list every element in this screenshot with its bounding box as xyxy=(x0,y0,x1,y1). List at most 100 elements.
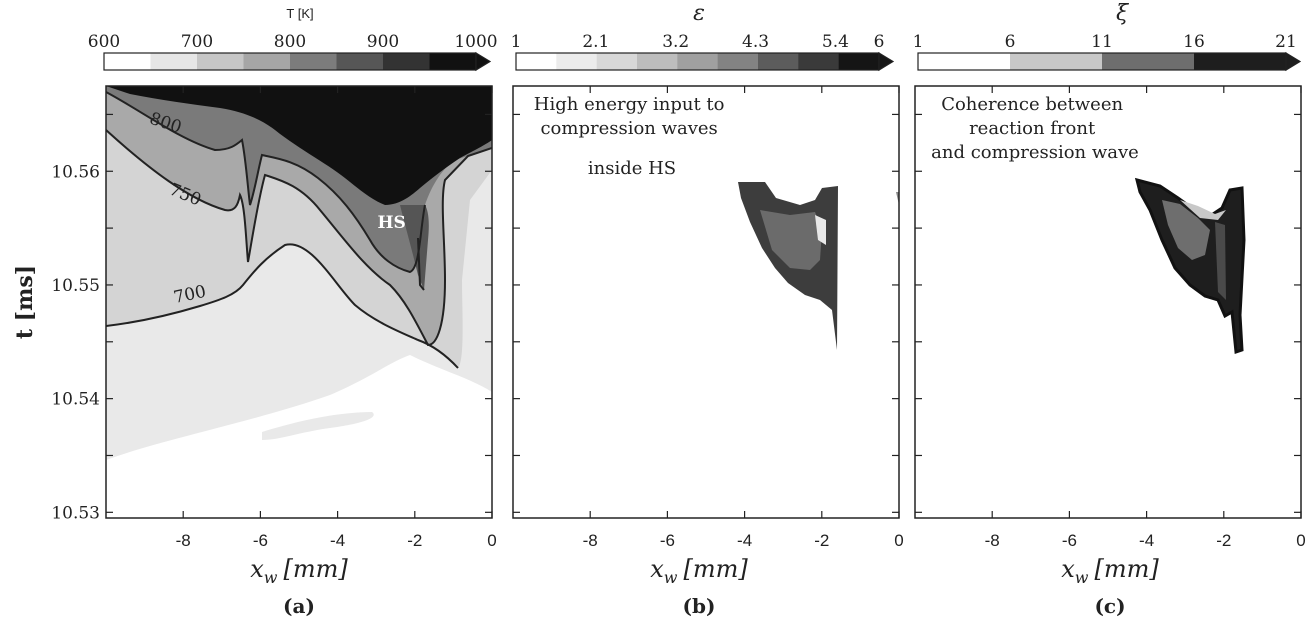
annotation-hs: HS xyxy=(377,213,405,233)
colorbar-segment xyxy=(243,53,291,70)
x-tick-label: -8 xyxy=(985,531,1000,550)
x-axis-label-b: xw [mm] xyxy=(650,555,748,587)
region-650-streak xyxy=(262,412,374,440)
colorbar-segment xyxy=(556,53,598,70)
colorbar-segment xyxy=(383,53,430,70)
x-tick-label: -8 xyxy=(583,531,598,550)
plot-frame-a xyxy=(105,85,493,519)
x-tick-label: -6 xyxy=(253,531,268,550)
colorbar-segment xyxy=(1102,53,1195,70)
contour-750 xyxy=(106,129,492,347)
colorbar-segment xyxy=(838,53,880,70)
x-tick-label: -4 xyxy=(330,531,345,550)
xi-mid-region xyxy=(1162,200,1210,260)
colorbar-title-epsilon: ε xyxy=(693,1,705,26)
panel-caption-c: (c) xyxy=(1094,594,1125,618)
colorbar-segment xyxy=(429,53,477,70)
colorbar-temperature: 600 700 800 900 1000 xyxy=(88,32,498,72)
colorbar-segment xyxy=(677,53,719,70)
annotation-b: High energy input to compression waves i… xyxy=(534,94,730,179)
colorbar-segment xyxy=(104,53,151,70)
y-tick-label: 10.54 xyxy=(51,390,100,410)
colorbar-segment xyxy=(336,53,384,70)
x-tick-label: -2 xyxy=(814,531,829,550)
contour-hs-inner xyxy=(417,237,425,291)
colorbar-tick-label: 21 xyxy=(1275,32,1297,52)
colorbar-tick-label: 6 xyxy=(1005,32,1016,52)
colorbar-tick-label: 16 xyxy=(1183,32,1205,52)
plot-frame-b xyxy=(512,85,900,519)
x-tick-label: -2 xyxy=(407,531,422,550)
contour-700 xyxy=(106,243,459,369)
epsilon-low-spot xyxy=(815,215,826,245)
colorbar-title-xi: ξ xyxy=(1116,1,1130,26)
colorbar-tick-label: 1 xyxy=(913,32,924,52)
epsilon-mid-region xyxy=(760,210,822,270)
y-tick-label: 10.53 xyxy=(51,503,100,523)
colorbar-tick-label: 600 xyxy=(88,32,120,52)
plot-frame-c xyxy=(914,85,1302,519)
axes-b: -8 -6 -4 -2 0 xyxy=(513,86,904,550)
colorbar-tick-label: 6 xyxy=(874,32,885,52)
axes-c: -8 -6 -4 -2 0 xyxy=(915,86,1306,550)
colorbar-tick-label: 5.4 xyxy=(822,32,849,52)
panel-caption-a: (a) xyxy=(283,594,315,618)
colorbar-segment xyxy=(290,53,337,70)
panel-caption-b: (b) xyxy=(683,594,716,618)
colorbar-tick-label: 3.2 xyxy=(662,32,689,52)
colorbar-arrow xyxy=(1285,51,1302,72)
colorbar-tick-label: 900 xyxy=(367,32,399,52)
y-axis-label: t [ms] xyxy=(12,265,38,339)
x-tick-label: -4 xyxy=(1139,531,1154,550)
colorbar-segment xyxy=(918,53,1011,70)
x-tick-label: -2 xyxy=(1216,531,1231,550)
colorbar-segment xyxy=(1194,53,1287,70)
x-tick-label: 0 xyxy=(1296,531,1305,550)
colorbar-arrow xyxy=(475,51,492,72)
xi-streak xyxy=(1215,222,1226,300)
field-epsilon: High energy input to compression waves i… xyxy=(534,94,899,350)
panel-b: 1 2.1 3.2 4.3 5.4 6 ε High energy input to co… xyxy=(511,1,904,618)
colorbar-segment xyxy=(596,53,638,70)
colorbar-segment xyxy=(717,53,759,70)
colorbar-tick-label: 700 xyxy=(181,32,213,52)
y-tick-label: 10.55 xyxy=(51,276,100,296)
colorbar-segment xyxy=(758,53,799,70)
region-600-650 xyxy=(106,355,492,518)
colorbar-tick-label: 2.1 xyxy=(582,32,609,52)
x-axis-label-c: xw [mm] xyxy=(1061,555,1159,587)
x-tick-label: -6 xyxy=(1062,531,1077,550)
colorbar-xi: 1 6 11 16 21 xyxy=(913,32,1302,72)
x-tick-label: -6 xyxy=(660,531,675,550)
y-tick-label: 10.56 xyxy=(51,162,100,182)
plot-background-b xyxy=(513,86,899,518)
x-tick-label: -8 xyxy=(176,531,191,550)
colorbar-epsilon: 1 2.1 3.2 4.3 5.4 6 xyxy=(511,32,895,72)
x-axis-label-a: xw [mm] xyxy=(250,555,348,587)
x-tick-label: -4 xyxy=(737,531,752,550)
colorbar-segment xyxy=(637,53,678,70)
colorbar-tick-label: 4.3 xyxy=(742,32,769,52)
panel-c: 1 6 11 16 21 ξ Coherence between reaction fr… xyxy=(913,1,1306,618)
x-tick-label: 0 xyxy=(894,531,903,550)
contour-800 xyxy=(106,91,426,274)
axes-a: -8 -6 -4 -2 0 10.53 10.54 10.55 10.56 xyxy=(51,86,497,550)
colorbar-tick-label: 1 xyxy=(511,32,522,52)
region-1000 xyxy=(106,86,492,205)
colorbar-arrow xyxy=(878,51,895,72)
colorbar-tick-label: 11 xyxy=(1091,32,1113,52)
colorbar-segment xyxy=(150,53,198,70)
colorbar-segment xyxy=(197,53,244,70)
x-tick-label: 0 xyxy=(487,531,496,550)
colorbar-segment xyxy=(798,53,840,70)
colorbar-tick-label: 1000 xyxy=(454,32,497,52)
annotation-c: Coherence between reaction front and com… xyxy=(931,94,1139,163)
colorbar-tick-label: 800 xyxy=(274,32,306,52)
colorbar-title-temperature: T [K] xyxy=(286,6,313,21)
colorbar-segment xyxy=(516,53,557,70)
colorbar-segment xyxy=(1010,53,1103,70)
xi-low-region xyxy=(1180,200,1226,220)
